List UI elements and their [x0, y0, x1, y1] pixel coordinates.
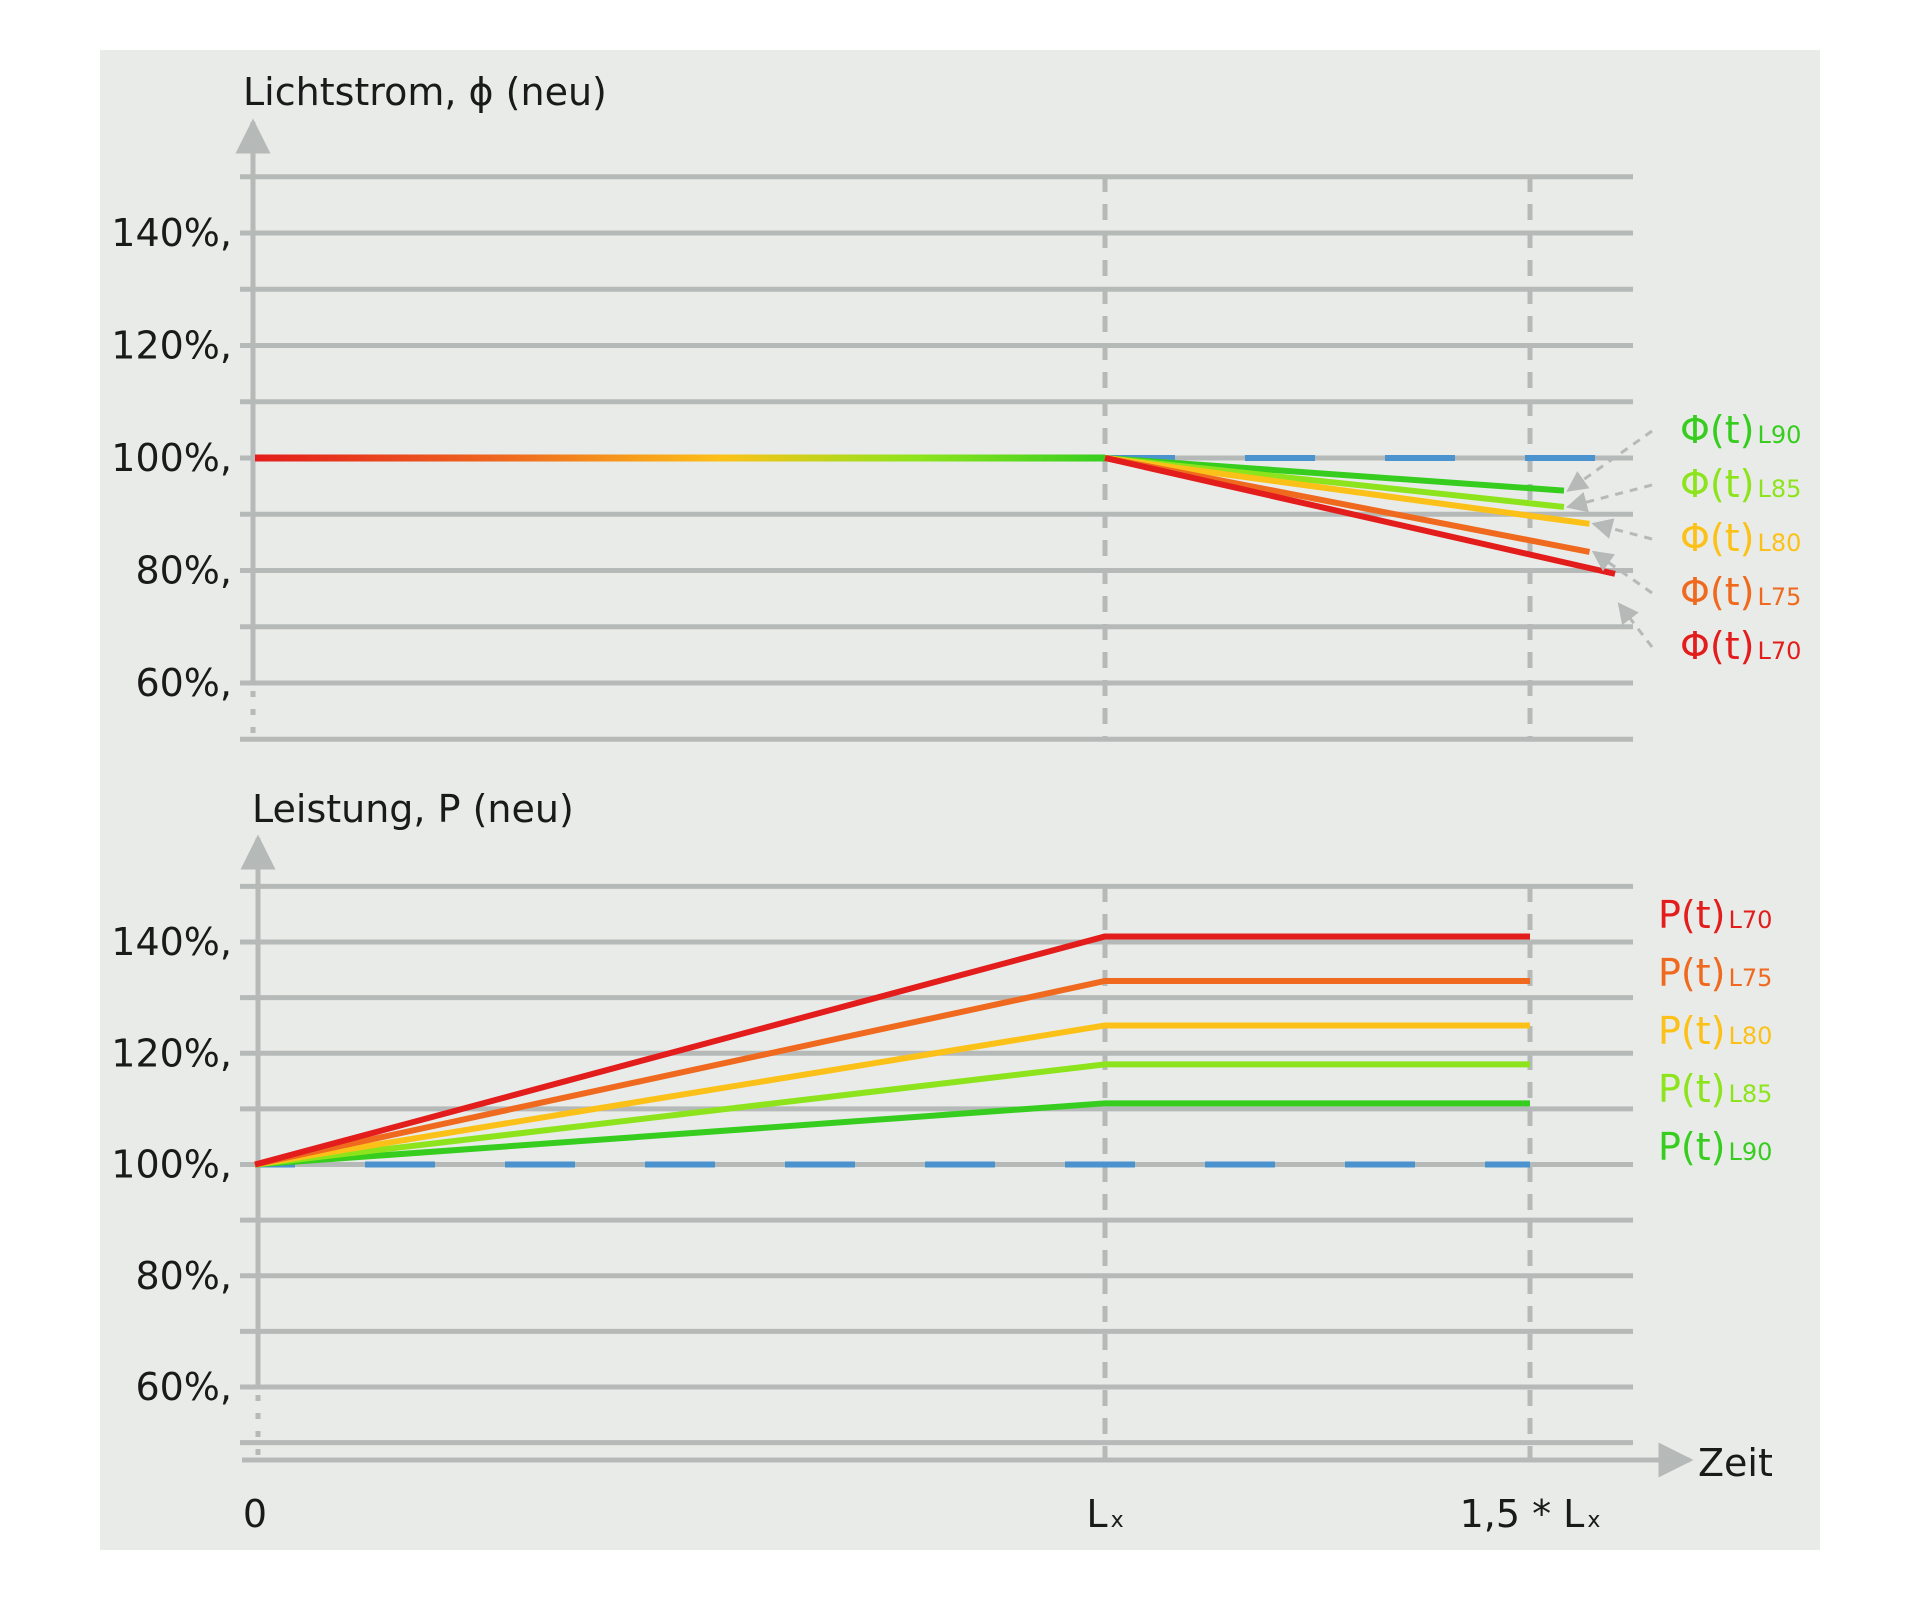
legend-label-l75: Φ(t) L75 — [1680, 570, 1801, 614]
series-line-l85 — [254, 1061, 1530, 1168]
chart-title: Lichtstrom, ϕ (neu) — [243, 70, 607, 114]
series-line-l75 — [254, 977, 1530, 1168]
y-tick-label: 60%, — [135, 1365, 232, 1409]
legend-label-l90: P(t) L90 — [1658, 1125, 1772, 1169]
x-tick-label: 0 — [243, 1492, 267, 1536]
y-tick-label: 120%, — [111, 1031, 232, 1075]
series-line-l80 — [1104, 455, 1590, 527]
legend-leader-line — [1591, 550, 1653, 595]
legend-label-l75: P(t) L75 — [1658, 951, 1772, 995]
legend-leader-line — [1591, 518, 1653, 541]
legend-label-l85: Φ(t) L85 — [1680, 462, 1801, 506]
series-line-l70 — [254, 933, 1530, 1168]
series-line-l90 — [254, 1100, 1530, 1168]
legend-label-l85: P(t) L85 — [1658, 1067, 1772, 1111]
y-tick-label: 60%, — [135, 661, 232, 705]
series-line-l80 — [254, 1022, 1530, 1168]
y-tick-label: 140%, — [111, 211, 232, 255]
y-tick-label: 100%, — [111, 1143, 232, 1187]
y-tick-label: 100%, — [111, 436, 232, 480]
legend-label-l90: Φ(t) L90 — [1680, 408, 1801, 452]
y-tick-label: 140%, — [111, 920, 232, 964]
legend-label-l70: Φ(t) L70 — [1680, 624, 1801, 668]
legend-label-l70: P(t) L70 — [1658, 893, 1772, 937]
chart-leistung: Leistung, P (neu) 140%, 120%, 100%, 80%, 60%,… — [111, 787, 1772, 1460]
legend-leader-line — [1617, 602, 1654, 648]
y-tick-label: 80%, — [135, 549, 232, 593]
y-tick-label: 80%, — [135, 1254, 232, 1298]
x-axis-label: Zeit — [1698, 1441, 1773, 1485]
legend-label-l80: P(t) L80 — [1658, 1009, 1772, 1053]
chart-title: Leistung, P (neu) — [252, 787, 574, 831]
legend-leader-line — [1566, 429, 1653, 492]
series-line-l70 — [1104, 455, 1616, 577]
chart-background — [100, 50, 1820, 1550]
legend-label-l80: Φ(t) L80 — [1680, 516, 1801, 560]
chart-lichtstrom: Lichtstrom, ϕ (neu) 140%, 120%, 100%, 80%, 60… — [111, 70, 1801, 742]
y-tick-label: 120%, — [111, 324, 232, 368]
